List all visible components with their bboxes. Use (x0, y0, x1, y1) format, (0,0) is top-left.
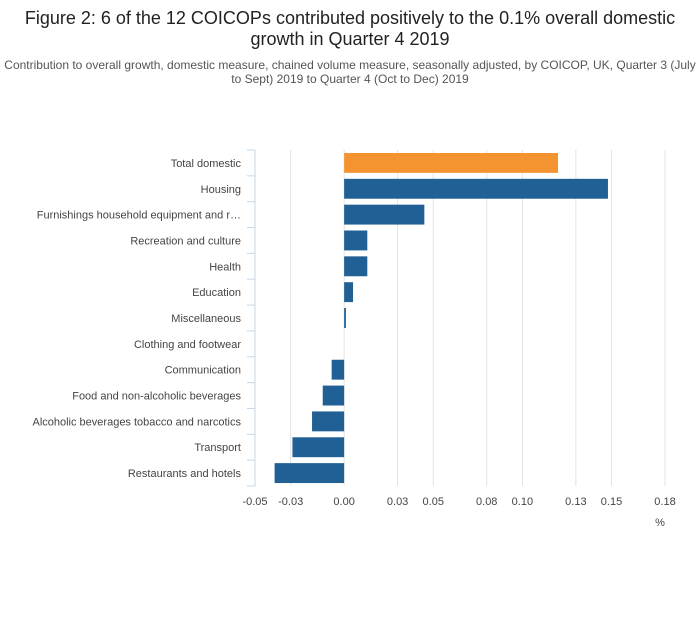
bar (344, 256, 368, 277)
bar (331, 359, 345, 380)
x-tick-label: 0.00 (333, 496, 354, 508)
category-label: Housing (201, 184, 241, 196)
x-tick-label: -0.03 (278, 496, 303, 508)
bar (292, 437, 345, 458)
bar (344, 282, 354, 303)
bar (344, 152, 559, 173)
x-tick-label: 0.15 (601, 496, 622, 508)
category-label: Communication (165, 365, 241, 377)
category-label: Miscellaneous (171, 313, 241, 325)
chart-title: Figure 2: 6 of the 12 COICOPs contribute… (24, 8, 676, 49)
chart-subtitle: Contribution to overall growth, domestic… (4, 58, 696, 86)
category-label: Alcoholic beverages tobacco and narcotic… (32, 416, 241, 428)
bar (344, 308, 346, 328)
category-label: Furnishings household equipment and r… (37, 210, 241, 222)
x-axis-label: % (655, 517, 665, 529)
category-label: Health (209, 261, 241, 273)
x-tick-label: 0.18 (654, 496, 675, 508)
category-label: Transport (194, 442, 241, 454)
category-label: Education (192, 287, 241, 299)
bar (322, 385, 345, 406)
bar (312, 411, 345, 432)
category-label: Food and non-alcoholic beverages (72, 391, 241, 403)
bar (344, 178, 608, 199)
bar (344, 230, 368, 251)
category-label: Restaurants and hotels (128, 468, 242, 480)
category-label: Recreation and culture (130, 235, 241, 247)
category-label: Total domestic (171, 158, 242, 170)
bar (274, 463, 345, 484)
x-tick-label: 0.05 (423, 496, 444, 508)
x-tick-label: -0.05 (242, 496, 267, 508)
bar (344, 204, 425, 225)
x-tick-label: 0.08 (476, 496, 497, 508)
x-tick-label: 0.10 (512, 496, 533, 508)
x-tick-label: 0.03 (387, 496, 408, 508)
x-tick-label: 0.13 (565, 496, 586, 508)
category-label: Clothing and footwear (134, 339, 241, 351)
